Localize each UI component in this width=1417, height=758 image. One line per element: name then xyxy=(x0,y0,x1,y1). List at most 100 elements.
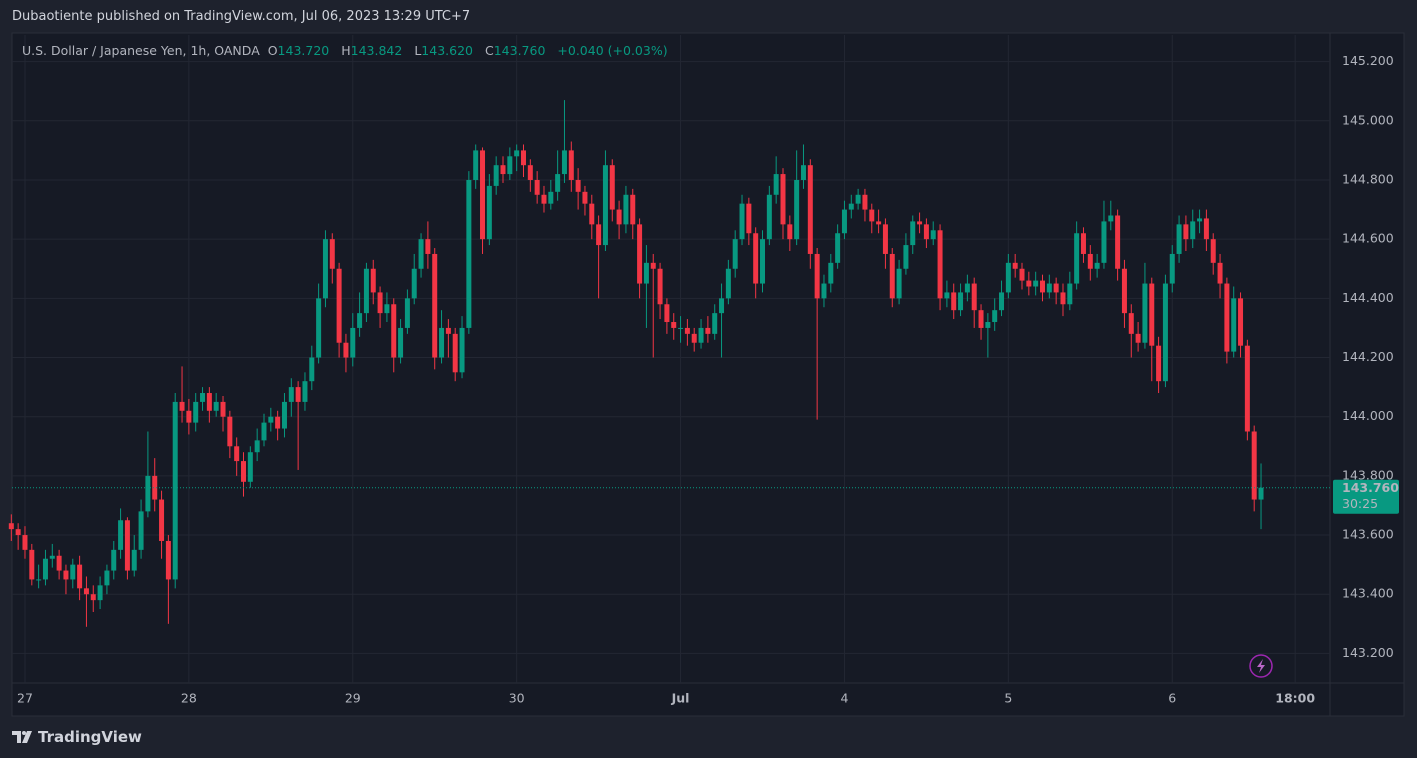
x-tick-label: 30 xyxy=(509,691,525,706)
candle-body xyxy=(357,313,363,328)
candle-body xyxy=(70,564,76,580)
brand[interactable]: TradingView xyxy=(12,728,142,746)
candle-body xyxy=(391,304,397,358)
last-price-label: 143.760 xyxy=(1342,480,1399,495)
alert-icon[interactable] xyxy=(1249,654,1273,678)
candle-body xyxy=(514,150,520,157)
candle-body xyxy=(835,233,841,263)
candle-body xyxy=(268,416,274,423)
candle-body xyxy=(1053,283,1059,293)
candle-body xyxy=(575,179,581,192)
symbol-title: U.S. Dollar / Japanese Yen, 1h, OANDA xyxy=(22,43,260,58)
candle-body xyxy=(725,268,731,299)
x-tick-label: 28 xyxy=(181,691,197,706)
candle-body xyxy=(1258,487,1264,500)
candle-body xyxy=(882,224,888,254)
y-tick-label: 143.400 xyxy=(1342,586,1394,601)
candle-body xyxy=(534,179,540,195)
candle-body xyxy=(1244,345,1250,432)
candle-body xyxy=(220,401,226,417)
y-tick-label: 144.400 xyxy=(1342,290,1394,305)
candle-body xyxy=(1019,268,1025,281)
candle-body xyxy=(165,540,171,580)
candle-body xyxy=(480,150,486,240)
candle-body xyxy=(541,194,547,204)
candle-body xyxy=(486,185,492,240)
candle-body xyxy=(1210,239,1216,263)
candle-body xyxy=(828,262,834,284)
candle-body xyxy=(800,165,806,180)
candle-body xyxy=(807,165,813,254)
candle-body xyxy=(678,327,684,329)
candle-body xyxy=(206,393,212,411)
candle-body xyxy=(1108,215,1114,222)
candle-body xyxy=(118,520,124,550)
candle-body xyxy=(691,333,697,343)
candle-body xyxy=(1190,221,1196,240)
candle-body xyxy=(732,239,738,269)
candle-body xyxy=(1149,283,1155,346)
candle-body xyxy=(930,230,936,240)
candle-body xyxy=(657,268,663,305)
candle-body xyxy=(329,239,335,269)
candle-body xyxy=(466,179,472,328)
candle-body xyxy=(1217,262,1223,284)
candle-body xyxy=(985,322,991,328)
candle-body xyxy=(1039,280,1045,293)
x-tick-label: Jul xyxy=(671,691,690,706)
candle-body xyxy=(917,221,923,225)
candle-body xyxy=(760,239,766,284)
candle-body xyxy=(439,327,445,358)
candle-body xyxy=(616,209,622,225)
candle-body xyxy=(56,555,62,571)
candle-body xyxy=(138,511,144,550)
candle-body xyxy=(1067,283,1073,305)
candle-body xyxy=(1101,221,1107,263)
candle-body xyxy=(363,268,369,314)
candle-body xyxy=(643,262,649,284)
x-tick-label: 27 xyxy=(17,691,33,706)
candle-body xyxy=(1012,262,1018,269)
candle-body xyxy=(1080,233,1086,254)
y-tick-label: 144.800 xyxy=(1342,171,1394,186)
candle-body xyxy=(637,224,643,284)
candle-body xyxy=(186,410,192,423)
candle-body xyxy=(172,401,178,580)
candle-body xyxy=(705,327,711,334)
change: +0.040 (+0.03%) xyxy=(557,43,668,58)
candle-body xyxy=(596,224,602,246)
candle-body xyxy=(1087,253,1093,269)
candle-body xyxy=(971,283,977,311)
candle-body xyxy=(241,461,247,482)
candle-body xyxy=(8,523,14,530)
candle-body xyxy=(302,381,308,402)
candle-body xyxy=(159,499,165,541)
candle-body xyxy=(29,549,35,580)
candle-body xyxy=(254,440,260,453)
legend-key: L xyxy=(414,43,422,58)
candle-body xyxy=(1183,224,1189,240)
candle-body xyxy=(555,174,561,192)
candle-body xyxy=(910,221,916,246)
candle-body xyxy=(36,579,42,581)
candle-body xyxy=(739,203,745,240)
candle-body xyxy=(343,342,349,358)
candle-body xyxy=(602,165,608,246)
candle-body xyxy=(213,401,219,411)
candle-body xyxy=(848,203,854,210)
y-tick-label: 143.800 xyxy=(1342,467,1394,482)
candle-body xyxy=(1162,283,1168,382)
candle-body xyxy=(862,194,868,210)
candle-body xyxy=(876,221,882,225)
legend-value: 143.760 xyxy=(493,43,546,58)
candle-body xyxy=(234,446,240,462)
candle-body xyxy=(124,520,130,571)
candle-body xyxy=(992,310,998,323)
candle-body xyxy=(193,401,199,423)
candle-body xyxy=(500,165,506,175)
candle-body xyxy=(473,150,479,180)
brand-name: TradingView xyxy=(38,728,142,746)
legend-key: H xyxy=(341,43,351,58)
